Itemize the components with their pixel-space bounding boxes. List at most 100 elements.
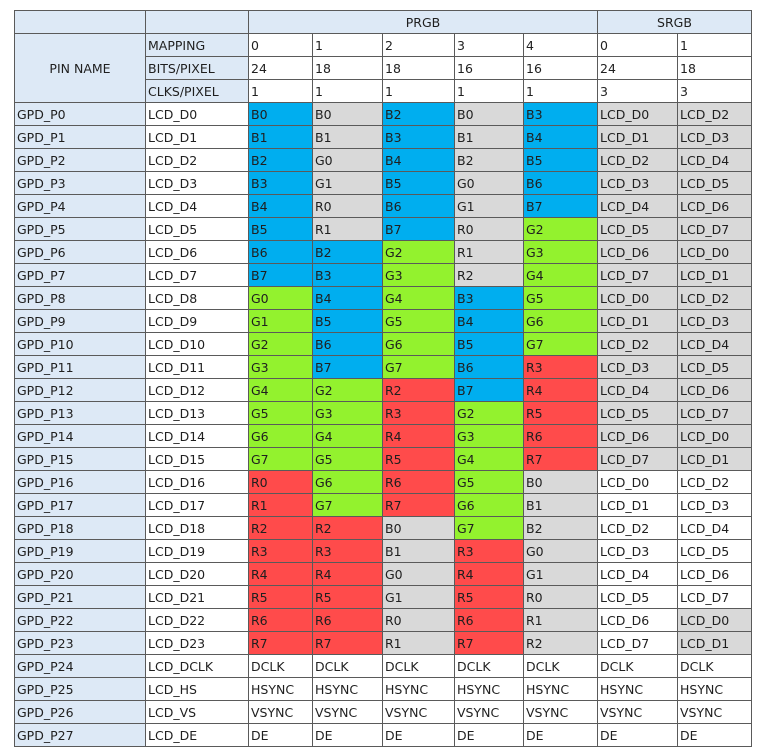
prgb-mapping-cell: B0 (382, 516, 455, 540)
prgb-mapping-cell: B3 (248, 171, 313, 195)
srgb-mapping-cell: DCLK (677, 654, 752, 678)
srgb-mapping-cell: DE (597, 723, 678, 747)
prgb-mapping-cell: HSYNC (454, 677, 524, 701)
pin-name-header: PIN NAME (14, 33, 146, 103)
srgb-mapping-cell: HSYNC (597, 677, 678, 701)
prgb-mapping-cell: DE (454, 723, 524, 747)
srgb-mapping-cell: LCD_D0 (597, 102, 678, 126)
srgb-mapping-cell: LCD_D5 (677, 539, 752, 563)
srgb-mapping-cell: LCD_D2 (597, 516, 678, 540)
prgb-mapping-cell: VSYNC (382, 700, 455, 724)
lcd-signal-cell: LCD_D17 (145, 493, 249, 517)
srgb-mapping-cell: HSYNC (677, 677, 752, 701)
row-label-bits-per-pixel: BITS/PIXEL (145, 56, 249, 80)
lcd-signal-cell: LCD_D15 (145, 447, 249, 471)
srgb-mapping-cell: LCD_D3 (597, 539, 678, 563)
prgb-mapping-cell: G3 (454, 424, 524, 448)
lcd-signal-cell: LCD_D14 (145, 424, 249, 448)
table-row: GPD_P4 LCD_D4 B4 R0 B6 G1 B7 LCD_D4 LCD_D6 (14, 194, 752, 218)
srgb-mapping-cell: LCD_D2 (677, 470, 752, 494)
prgb-mapping-cell: B1 (248, 125, 313, 149)
prgb-mapping-cell: B6 (382, 194, 455, 218)
corner-cell (145, 10, 249, 34)
pin-name-cell: GPD_P24 (14, 654, 146, 678)
prgb-mapping-cell: R3 (312, 539, 383, 563)
srgb-mapping-cell: LCD_D3 (597, 171, 678, 195)
prgb-mapping-cell: G2 (312, 378, 383, 402)
clks-value: 1 (454, 79, 524, 103)
pin-name-cell: GPD_P25 (14, 677, 146, 701)
lcd-signal-cell: LCD_D6 (145, 240, 249, 264)
prgb-mapping-cell: B5 (454, 332, 524, 356)
prgb-mapping-cell: G7 (312, 493, 383, 517)
lcd-signal-cell: LCD_D11 (145, 355, 249, 379)
prgb-mapping-cell: R1 (248, 493, 313, 517)
prgb-mapping-cell: G5 (248, 401, 313, 425)
clks-value: 3 (597, 79, 678, 103)
prgb-mapping-cell: DCLK (523, 654, 598, 678)
table-row: GPD_P13 LCD_D13 G5 G3 R3 G2 R5 LCD_D5 LCD_D7 (14, 401, 752, 425)
prgb-mapping-cell: B7 (454, 378, 524, 402)
lcd-signal-cell: LCD_D22 (145, 608, 249, 632)
pin-name-cell: GPD_P23 (14, 631, 146, 655)
header-row-mapping: PIN NAME MAPPING 0 1 2 3 4 0 1 (14, 33, 752, 103)
prgb-mapping-cell: R0 (523, 585, 598, 609)
row-label-clks-per-pixel: CLKS/PIXEL (145, 79, 249, 103)
prgb-mapping-cell: R7 (248, 631, 313, 655)
prgb-mapping-cell: DCLK (248, 654, 313, 678)
table-row: GPD_P12 LCD_D12 G4 G2 R2 B7 R4 LCD_D4 LCD_D6 (14, 378, 752, 402)
prgb-mapping-cell: R4 (523, 378, 598, 402)
prgb-mapping-cell: G7 (454, 516, 524, 540)
prgb-mapping-cell: R3 (248, 539, 313, 563)
table-row: GPD_P19 LCD_D19 R3 R3 B1 R3 G0 LCD_D3 LCD_D5 (14, 539, 752, 563)
pin-name-cell: GPD_P5 (14, 217, 146, 241)
prgb-mapping-cell: G1 (382, 585, 455, 609)
pin-name-cell: GPD_P19 (14, 539, 146, 563)
prgb-mapping-cell: DCLK (382, 654, 455, 678)
prgb-mapping-cell: G1 (454, 194, 524, 218)
prgb-mapping-cell: G3 (523, 240, 598, 264)
prgb-mapping-cell: R2 (454, 263, 524, 287)
table-row: GPD_P14 LCD_D14 G6 G4 R4 G3 R6 LCD_D6 LCD_D0 (14, 424, 752, 448)
srgb-mapping-cell: LCD_D1 (597, 125, 678, 149)
srgb-mapping-cell: LCD_D7 (677, 401, 752, 425)
pin-name-cell: GPD_P3 (14, 171, 146, 195)
prgb-mapping-cell: B7 (248, 263, 313, 287)
prgb-mapping-cell: B1 (312, 125, 383, 149)
prgb-mapping-cell: B6 (523, 171, 598, 195)
pin-name-cell: GPD_P16 (14, 470, 146, 494)
prgb-mapping-cell: B3 (454, 286, 524, 310)
prgb-mapping-cell: DE (248, 723, 313, 747)
prgb-mapping-cell: B4 (382, 148, 455, 172)
lcd-signal-cell: LCD_D0 (145, 102, 249, 126)
pin-name-cell: GPD_P11 (14, 355, 146, 379)
srgb-mapping-cell: LCD_D4 (677, 516, 752, 540)
prgb-mapping-cell: B3 (523, 102, 598, 126)
pin-name-cell: GPD_P12 (14, 378, 146, 402)
mapping-value: 0 (248, 33, 313, 57)
mapping-value: 3 (454, 33, 524, 57)
lcd-signal-cell: LCD_D12 (145, 378, 249, 402)
row-label-mapping: MAPPING (145, 33, 249, 57)
prgb-mapping-cell: G4 (454, 447, 524, 471)
prgb-mapping-cell: B7 (382, 217, 455, 241)
prgb-mapping-cell: B5 (312, 309, 383, 333)
table-row: GPD_P21 LCD_D21 R5 R5 G1 R5 R0 LCD_D5 LCD_D7 (14, 585, 752, 609)
prgb-mapping-cell: DE (312, 723, 383, 747)
table-row: GPD_P24 LCD_DCLK DCLK DCLK DCLK DCLK DCLK DCLK D… (14, 654, 752, 678)
prgb-mapping-cell: B4 (312, 286, 383, 310)
srgb-mapping-cell: LCD_D3 (677, 125, 752, 149)
srgb-mapping-cell: LCD_D6 (597, 608, 678, 632)
pin-name-cell: GPD_P1 (14, 125, 146, 149)
lcd-signal-cell: LCD_D4 (145, 194, 249, 218)
prgb-mapping-cell: G5 (523, 286, 598, 310)
prgb-mapping-cell: B7 (523, 194, 598, 218)
prgb-mapping-cell: B2 (312, 240, 383, 264)
pin-name-cell: GPD_P17 (14, 493, 146, 517)
table-row: GPD_P11 LCD_D11 G3 B7 G7 B6 R3 LCD_D3 LCD_D5 (14, 355, 752, 379)
table-row: GPD_P15 LCD_D15 G7 G5 R5 G4 R7 LCD_D7 LCD_D1 (14, 447, 752, 471)
lcd-signal-cell: LCD_D20 (145, 562, 249, 586)
prgb-mapping-cell: B4 (248, 194, 313, 218)
pin-name-cell: GPD_P15 (14, 447, 146, 471)
prgb-mapping-cell: B3 (312, 263, 383, 287)
